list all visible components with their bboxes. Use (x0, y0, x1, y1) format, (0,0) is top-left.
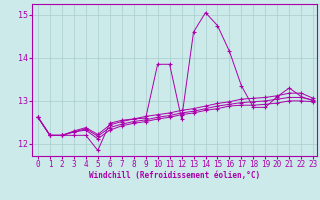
X-axis label: Windchill (Refroidissement éolien,°C): Windchill (Refroidissement éolien,°C) (89, 171, 260, 180)
